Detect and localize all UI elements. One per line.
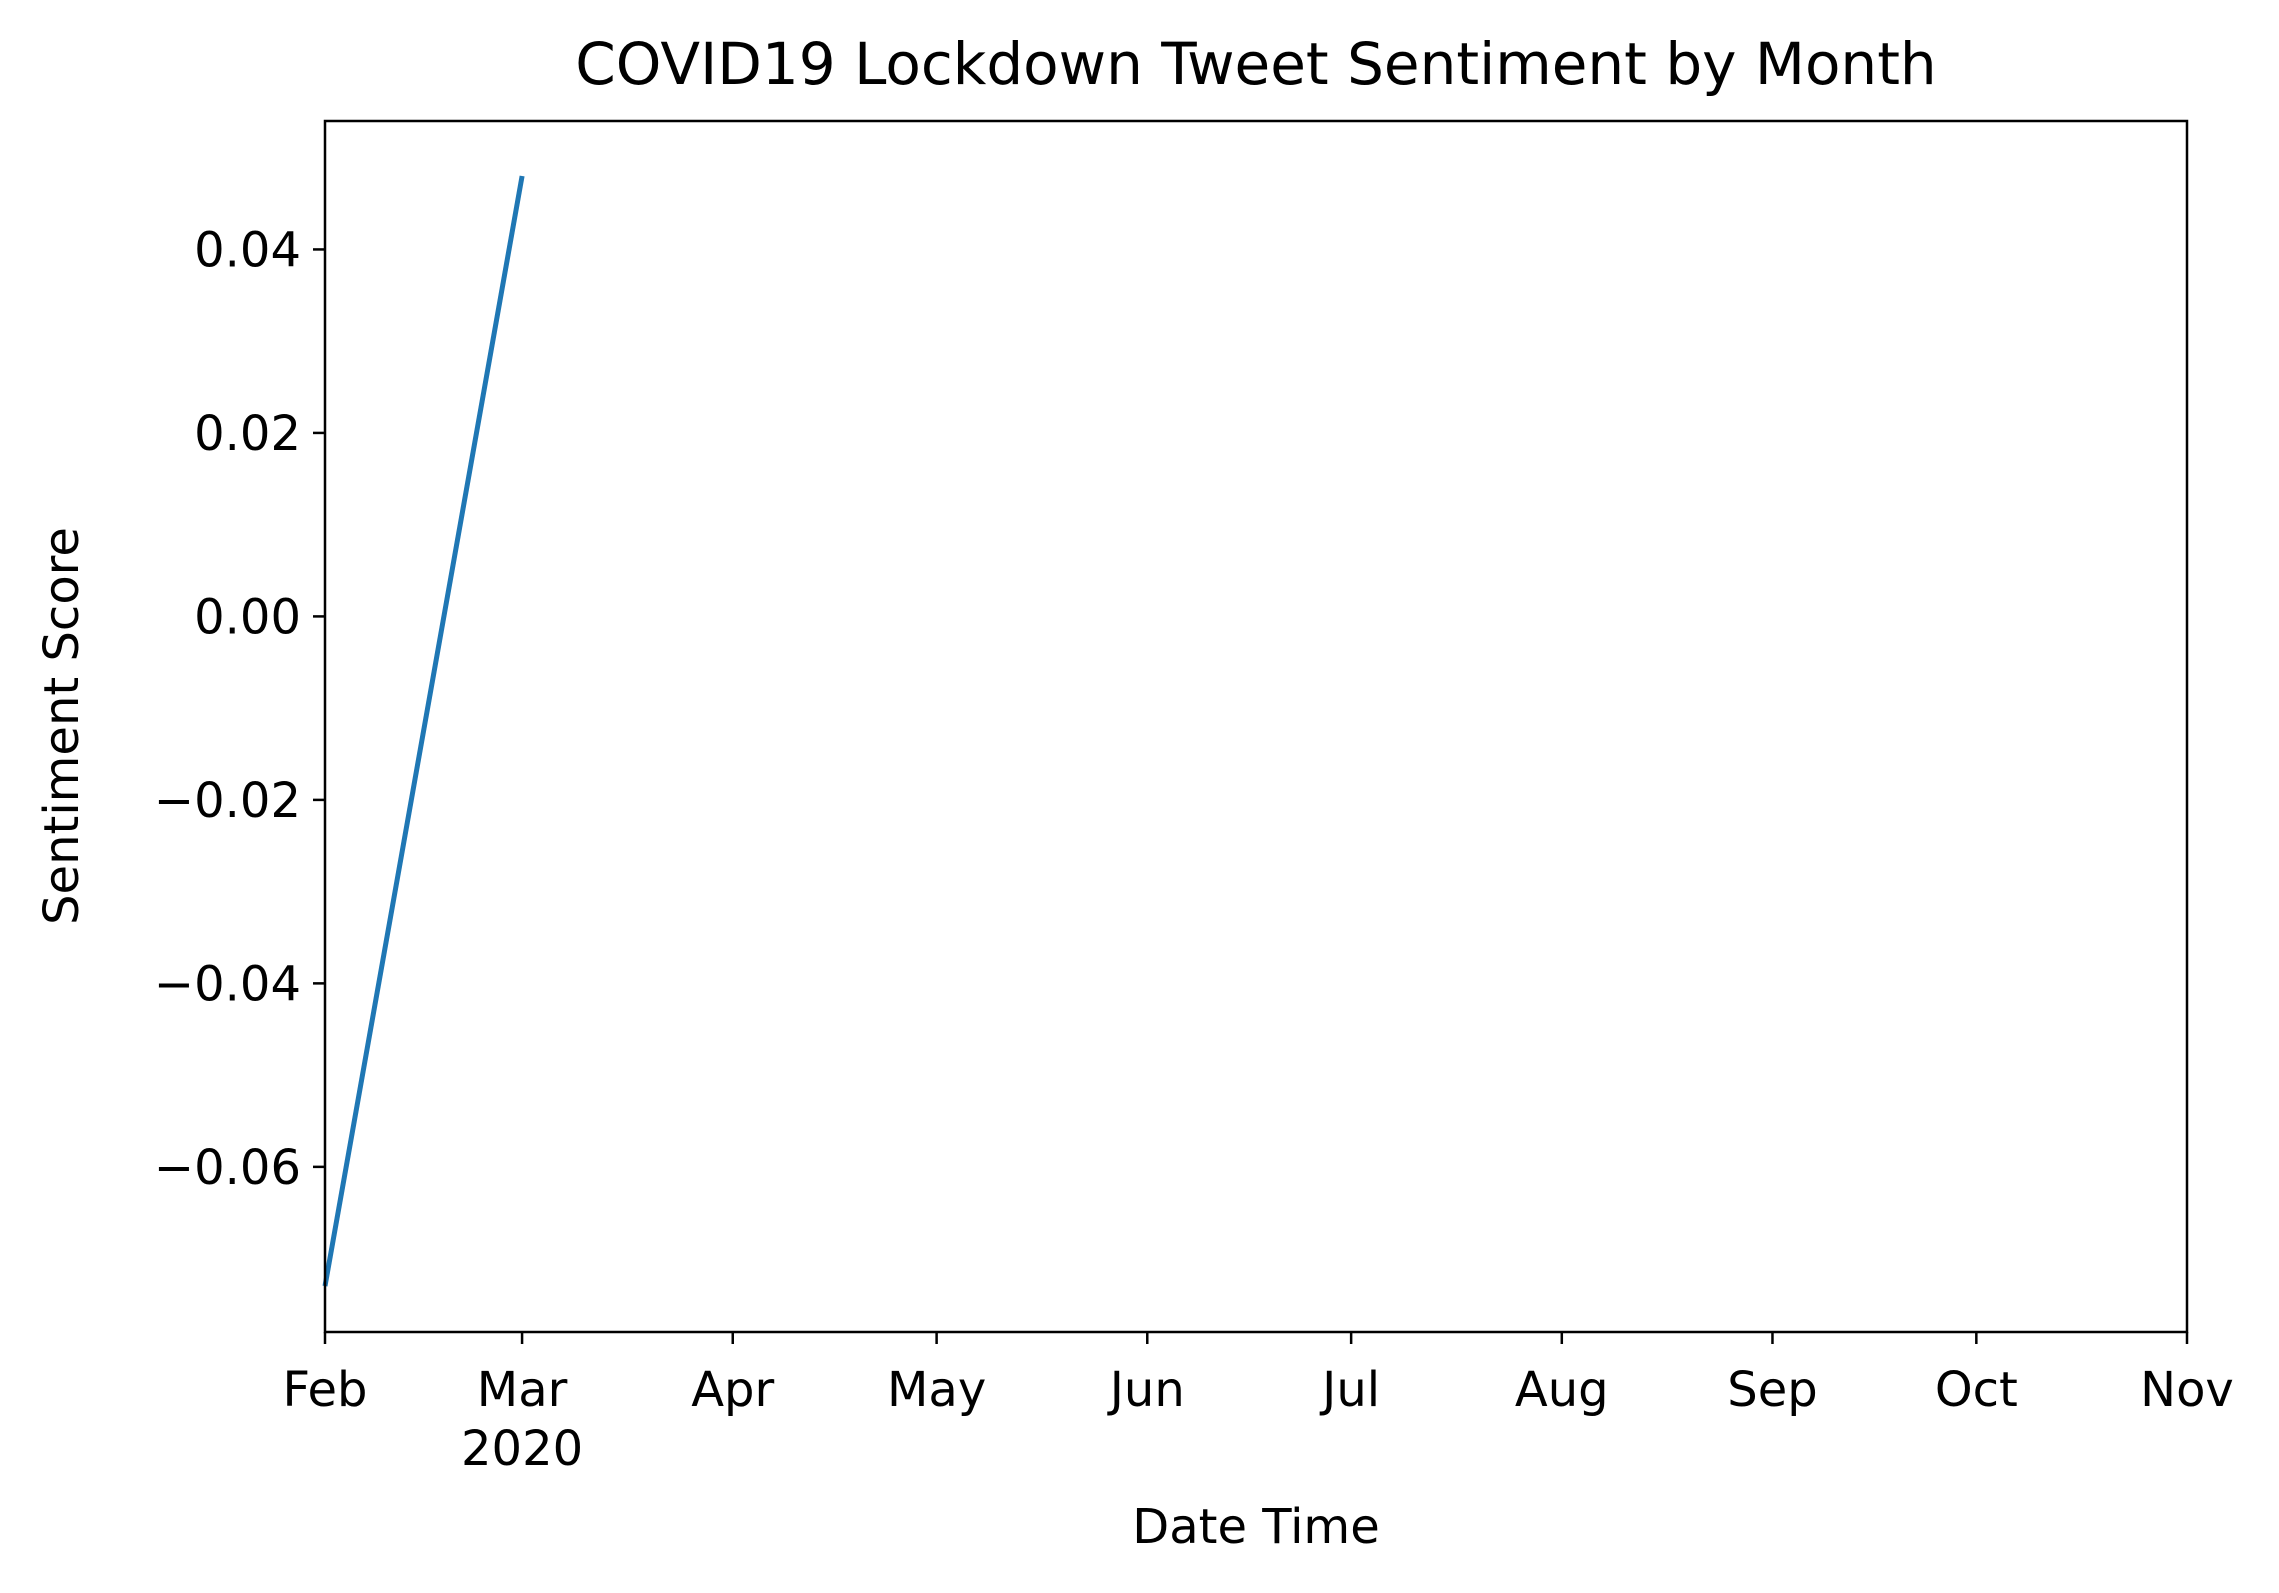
chart-title: COVID19 Lockdown Tweet Sentiment by Mont… [575, 30, 1936, 98]
y-tick-label: −0.02 [154, 773, 301, 829]
x-tick-label: Sep [1727, 1362, 1817, 1418]
y-axis-label: Sentiment Score [34, 527, 90, 925]
y-tick-label: −0.04 [154, 956, 301, 1012]
x-tick-label: Mar [477, 1362, 568, 1418]
x-tick-label: Oct [1935, 1362, 2018, 1418]
x-tick-label: Jul [1319, 1362, 1380, 1418]
series-layer [322, 175, 525, 1287]
x-tick-label: May [887, 1362, 986, 1418]
y-axis-ticks: −0.06 −0.04 −0.02 0.00 0.02 0.04 [154, 222, 325, 1196]
plot-frame [323, 119, 2189, 1334]
x-tick-label: Feb [283, 1362, 368, 1418]
y-tick-label: −0.06 [154, 1140, 301, 1196]
x-tick-label: Apr [691, 1362, 774, 1418]
y-tick-label: 0.00 [194, 589, 301, 645]
x-year-label: 2020 [461, 1421, 583, 1477]
x-axis-label: Date Time [1132, 1499, 1379, 1555]
x-tick-label: Nov [2140, 1362, 2234, 1418]
series-line [322, 175, 525, 1287]
x-tick-label: Aug [1515, 1362, 1609, 1418]
x-tick-label: Jun [1107, 1362, 1185, 1418]
y-tick-label: 0.04 [194, 222, 301, 278]
x-axis-ticks: Feb Mar Apr May Jun Jul Aug Sep Oct Nov [283, 1332, 2234, 1418]
y-tick-label: 0.02 [194, 406, 301, 462]
